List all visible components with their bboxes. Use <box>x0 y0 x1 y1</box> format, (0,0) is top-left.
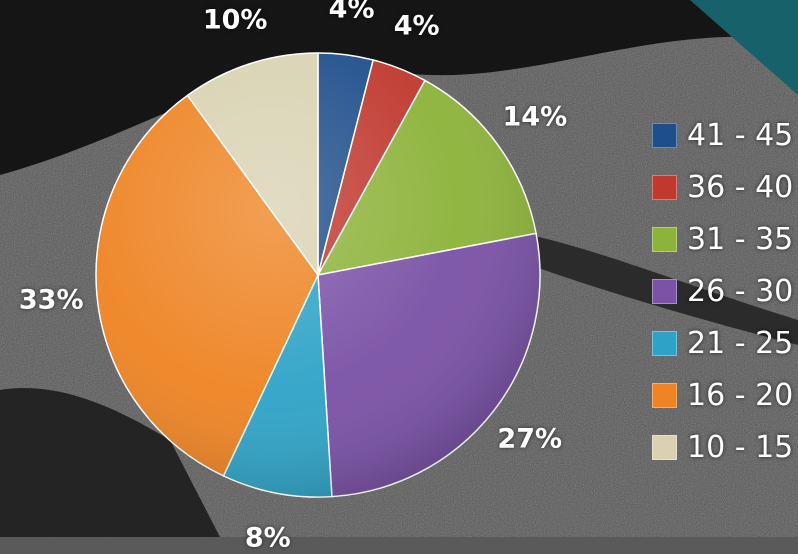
legend-swatch <box>652 226 677 252</box>
legend-label: 36 - 40 <box>687 169 794 205</box>
slice-percent-label: 33% <box>18 284 84 316</box>
legend-label: 10 - 15 <box>687 429 794 465</box>
legend-item: 31 - 35 <box>652 213 793 265</box>
legend-swatch <box>652 434 677 460</box>
legend-swatch <box>652 278 677 304</box>
legend-item: 26 - 30 <box>652 265 793 317</box>
legend-item: 10 - 15 <box>652 421 793 473</box>
legend: 41 - 45 36 - 40 31 - 35 26 - 30 21 - 25 16 - … <box>652 109 793 473</box>
legend-item: 16 - 20 <box>652 369 793 421</box>
slice-percent-label: 10% <box>202 4 268 36</box>
slice-percent-label: 4% <box>328 0 375 25</box>
legend-swatch <box>652 174 677 200</box>
legend-item: 36 - 40 <box>652 161 793 213</box>
legend-label: 21 - 25 <box>687 325 794 361</box>
legend-label: 41 - 45 <box>687 117 794 153</box>
slice-percent-label: 27% <box>497 423 563 455</box>
slice-percent-label: 8% <box>244 522 291 554</box>
legend-item: 21 - 25 <box>652 317 793 369</box>
legend-label: 16 - 20 <box>687 377 794 413</box>
pie-slice-26-30 <box>317 232 541 498</box>
slice-percent-label: 4% <box>393 10 440 42</box>
legend-swatch <box>652 122 677 148</box>
legend-swatch <box>652 382 677 408</box>
legend-label: 26 - 30 <box>687 273 794 309</box>
legend-item: 41 - 45 <box>652 109 793 161</box>
slice-percent-label: 14% <box>502 101 568 133</box>
legend-label: 31 - 35 <box>687 221 794 257</box>
legend-swatch <box>652 330 677 356</box>
